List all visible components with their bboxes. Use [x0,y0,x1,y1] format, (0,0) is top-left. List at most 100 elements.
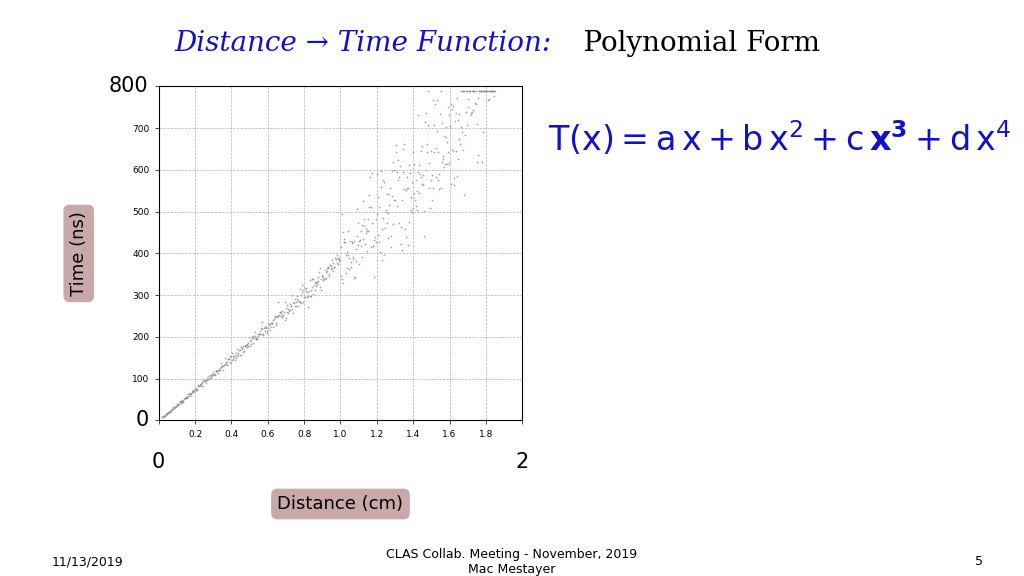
Point [419,140,435,149]
Point [168,401,184,410]
Point [156,412,172,421]
Point [359,226,376,236]
Point [188,385,205,394]
Point [183,387,200,396]
Point [466,86,482,95]
Point [252,329,268,338]
Point [463,108,479,118]
Point [195,376,211,385]
Point [210,368,226,377]
Point [238,340,254,349]
Point [273,306,290,316]
Point [166,403,182,412]
Point [253,323,269,332]
Point [453,123,469,132]
Point [250,329,266,339]
Point [211,365,227,374]
Point [358,226,375,235]
Point [162,407,178,416]
Point [468,158,484,167]
Point [305,275,322,284]
Point [407,196,423,205]
Point [349,204,366,214]
Point [323,264,339,274]
Point [159,408,175,418]
Point [368,214,384,223]
Point [464,107,480,116]
Point [206,369,222,378]
Point [287,294,303,303]
Point [187,385,204,394]
Point [470,150,486,160]
Point [483,86,500,95]
Point [269,311,286,320]
Point [267,312,284,321]
Point [185,387,202,396]
Point [392,161,409,170]
Point [436,131,453,141]
Point [387,140,403,149]
Point [334,210,350,219]
Point [342,237,358,246]
Point [346,236,362,245]
Point [289,292,305,301]
Point [371,238,387,247]
Point [244,334,260,343]
Point [462,86,478,95]
Point [415,170,431,180]
Point [190,380,207,389]
Point [248,335,264,344]
Point [217,354,233,363]
Point [259,328,275,338]
Point [194,377,210,386]
Point [373,183,389,192]
Point [477,86,494,95]
Point [205,368,221,377]
Point [266,314,283,324]
Point [160,408,176,418]
Point [431,169,447,179]
Point [375,176,391,185]
Point [263,323,280,332]
Point [164,404,180,414]
Point [171,397,187,406]
Point [389,176,406,185]
Point [347,256,364,266]
Point [329,258,345,267]
Point [362,243,379,252]
Point [322,261,338,270]
Point [365,241,381,251]
Point [378,207,394,217]
Point [264,322,281,331]
Point [195,379,211,388]
Point [338,269,354,278]
Point [341,253,357,262]
Point [204,370,220,379]
Point [180,389,197,399]
Point [198,378,214,388]
Point [339,263,355,272]
Point [440,110,457,119]
Point [457,130,473,139]
Point [270,310,287,319]
Point [256,324,272,333]
Point [349,218,366,227]
Point [443,104,460,113]
Point [379,218,395,228]
Point [241,333,257,342]
Point [244,332,260,341]
Point [470,93,486,103]
Point [258,324,274,333]
Point [433,119,450,128]
Point [298,284,314,293]
Point [325,266,341,275]
Point [167,403,183,412]
Point [466,86,482,95]
Point [368,238,384,247]
Point [395,145,412,154]
Point [328,255,344,264]
Point [343,238,359,248]
Point [267,321,284,330]
Point [316,265,333,274]
Point [231,346,248,355]
